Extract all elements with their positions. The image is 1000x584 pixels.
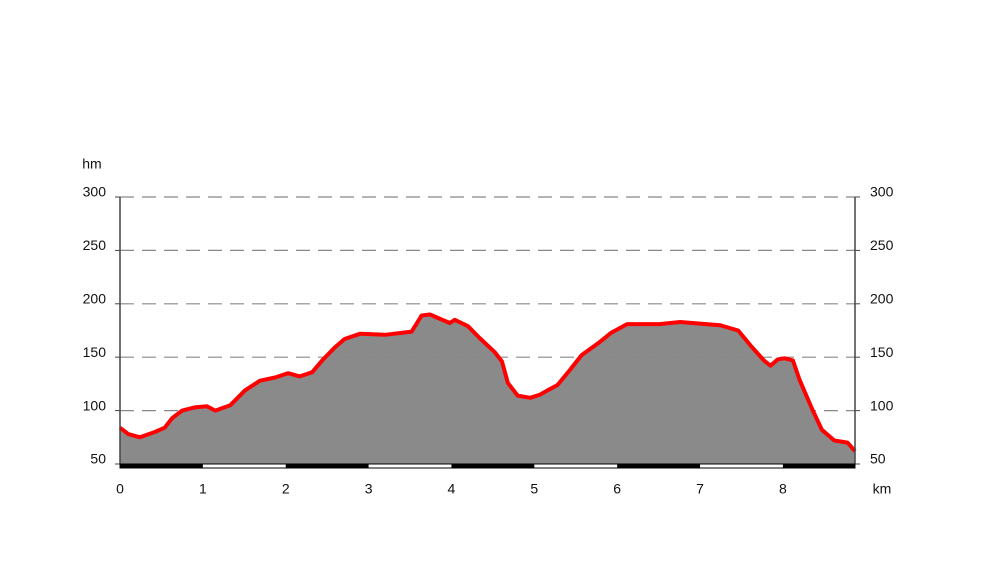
y-tick-label: 200 [83,291,107,307]
y2-tick-label: 100 [870,397,894,413]
y-tick-label: 250 [83,237,107,253]
y-axis-label: hm [82,156,101,172]
y-tick-label: 100 [83,397,107,413]
x-axis-label: km [873,481,892,497]
x-tick-label: 4 [448,481,456,497]
x-tick-label: 2 [282,481,290,497]
x-tick-label: 5 [530,481,538,497]
scale-bar-segment [120,464,203,468]
y-tick-label: 300 [83,184,107,200]
x-tick-label: 7 [696,481,704,497]
y-tick-label: 50 [90,451,106,467]
elevation-line [118,312,857,453]
scale-bar-segment [451,464,535,468]
area-fill [120,314,855,464]
y2-tick-label: 200 [870,291,894,307]
scale-bar-segment [285,464,369,468]
scale-bar-segment [617,464,701,468]
y2-tick-label: 300 [870,184,894,200]
x-tick-label: 6 [613,481,621,497]
y2-tick-label: 250 [870,237,894,253]
y-tick-label: 150 [83,344,107,360]
x-tick-label: 8 [779,481,787,497]
y2-tick-label: 50 [870,451,886,467]
y2-tick-label: 150 [870,344,894,360]
scale-bar-segment [782,464,855,468]
x-tick-label: 1 [199,481,207,497]
x-tick-label: 0 [116,481,124,497]
x-tick-label: 3 [365,481,373,497]
